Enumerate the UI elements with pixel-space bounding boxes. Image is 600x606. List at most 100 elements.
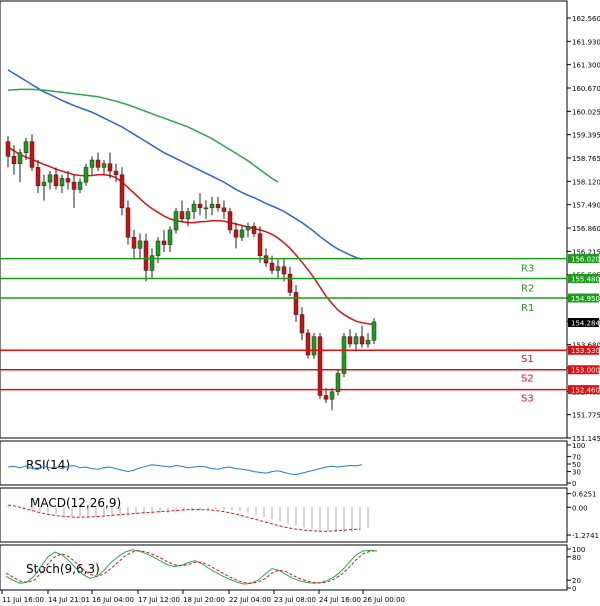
candle: [167, 226, 173, 253]
y-tick-label: 30: [572, 469, 581, 477]
current-price-value: 154.284: [571, 320, 600, 328]
indicator-line: [7, 464, 363, 476]
macd-y-axis: 0.6251 0.00 -1.2741: [567, 491, 599, 540]
indicator-line: [5, 550, 378, 584]
stoch-title: Stoch(9,6,3): [26, 562, 100, 576]
y-tick-label: 160.670: [572, 85, 600, 93]
y-tick-label: 20: [572, 577, 581, 585]
candle: [335, 369, 341, 396]
level-name: S1: [521, 354, 534, 365]
rsi-title: RSI(14): [26, 458, 70, 472]
candle: [59, 174, 65, 194]
candle: [17, 148, 23, 183]
candle: [143, 233, 149, 282]
candle: [53, 167, 59, 190]
candle: [287, 266, 293, 297]
level-tag: [568, 385, 599, 395]
candle: [35, 160, 41, 194]
y-tick-label: 70: [572, 453, 581, 461]
candle: [185, 207, 191, 227]
y-tick-label: 0.6251: [572, 491, 597, 499]
x-tick-label: 16 Jul 04:00: [92, 596, 134, 604]
candle: [11, 145, 17, 175]
candle: [203, 200, 209, 219]
candle: [311, 332, 317, 359]
y-tick-label: 158.765: [572, 155, 600, 163]
candle: [371, 318, 377, 344]
candle: [131, 229, 137, 260]
candle: [329, 388, 335, 411]
macd-panel: MACD(12,26,9) 0.6251 0.00 -1.2741: [0, 487, 599, 543]
y-tick-label: 161.930: [572, 38, 600, 46]
candle: [47, 171, 53, 190]
macd-title: MACD(12,26,9): [30, 496, 121, 510]
candle: [293, 285, 299, 322]
level-tag: [568, 273, 599, 283]
candle: [5, 136, 11, 168]
price-panel: 162.560 161.930 161.300 160.670 160.025 159.3…: [0, 0, 600, 443]
y-tick-label: 0: [572, 585, 576, 593]
candle: [353, 332, 359, 352]
y-tick-label: 158.120: [572, 178, 600, 186]
candle: [221, 200, 227, 219]
candle: [107, 152, 113, 179]
candle: [251, 222, 257, 238]
candle: [227, 207, 233, 234]
candle: [119, 167, 125, 216]
candle: [179, 200, 185, 223]
candle: [317, 332, 323, 400]
level-name: S2: [521, 374, 534, 385]
moving-average-line: [7, 88, 279, 183]
candle: [197, 193, 203, 216]
y-tick-label: 159.395: [572, 132, 600, 140]
y-tick-label: 0: [572, 480, 576, 488]
level-value: 153.530: [571, 347, 600, 355]
x-tick-label: 22 Jul 04:00: [229, 596, 271, 604]
level-tag: [568, 365, 599, 375]
candle: [239, 226, 245, 241]
level-value: 156.020: [571, 256, 600, 264]
time-x-axis: 11 Jul 16:00 14 Jul 21:01 16 Jul 04:00 17 J…: [1, 590, 405, 604]
y-tick-label: 50: [572, 461, 581, 469]
candle: [65, 171, 71, 190]
candle: [305, 329, 311, 359]
y-tick-label: 157.490: [572, 202, 600, 210]
candle: [101, 160, 107, 175]
indicator-line: [7, 504, 361, 532]
y-tick-label: 100: [572, 546, 585, 554]
level-tag: [568, 293, 599, 303]
y-tick-label: 160.025: [572, 108, 600, 116]
moving-averages: [7, 69, 375, 326]
x-tick-label: 14 Jul 21:01: [48, 596, 90, 604]
level-tag: [568, 254, 599, 264]
y-tick-label: 151.145: [572, 435, 600, 443]
pivot-levels: R3 156.020 R2 155.480 R1 154.950 S1 153.530 S2 15…: [0, 254, 600, 405]
candle: [215, 196, 221, 212]
y-tick-label: 151.775: [572, 412, 600, 420]
candle: [233, 222, 239, 249]
current-price-marker: 154.284: [568, 318, 600, 328]
stoch-lines: [5, 549, 378, 585]
y-tick-label: 153.680: [572, 342, 600, 350]
y-tick-label: 156.860: [572, 225, 600, 233]
x-tick-label: 23 Jul 08:00: [274, 596, 316, 604]
candle: [113, 163, 119, 183]
current-price-tag: [568, 318, 599, 328]
candles: [5, 134, 377, 411]
candle: [173, 207, 179, 234]
candle: [347, 329, 353, 348]
candle: [323, 388, 329, 403]
x-tick-label: 11 Jul 16:00: [2, 596, 44, 604]
candle: [23, 137, 29, 161]
y-tick-label: 80: [572, 554, 581, 562]
candle: [95, 152, 101, 172]
level-value: 154.950: [571, 295, 600, 303]
candle: [137, 233, 143, 260]
candle: [41, 174, 47, 201]
level-name: R1: [521, 303, 534, 314]
x-tick-label: 18 Jul 20:00: [183, 596, 225, 604]
